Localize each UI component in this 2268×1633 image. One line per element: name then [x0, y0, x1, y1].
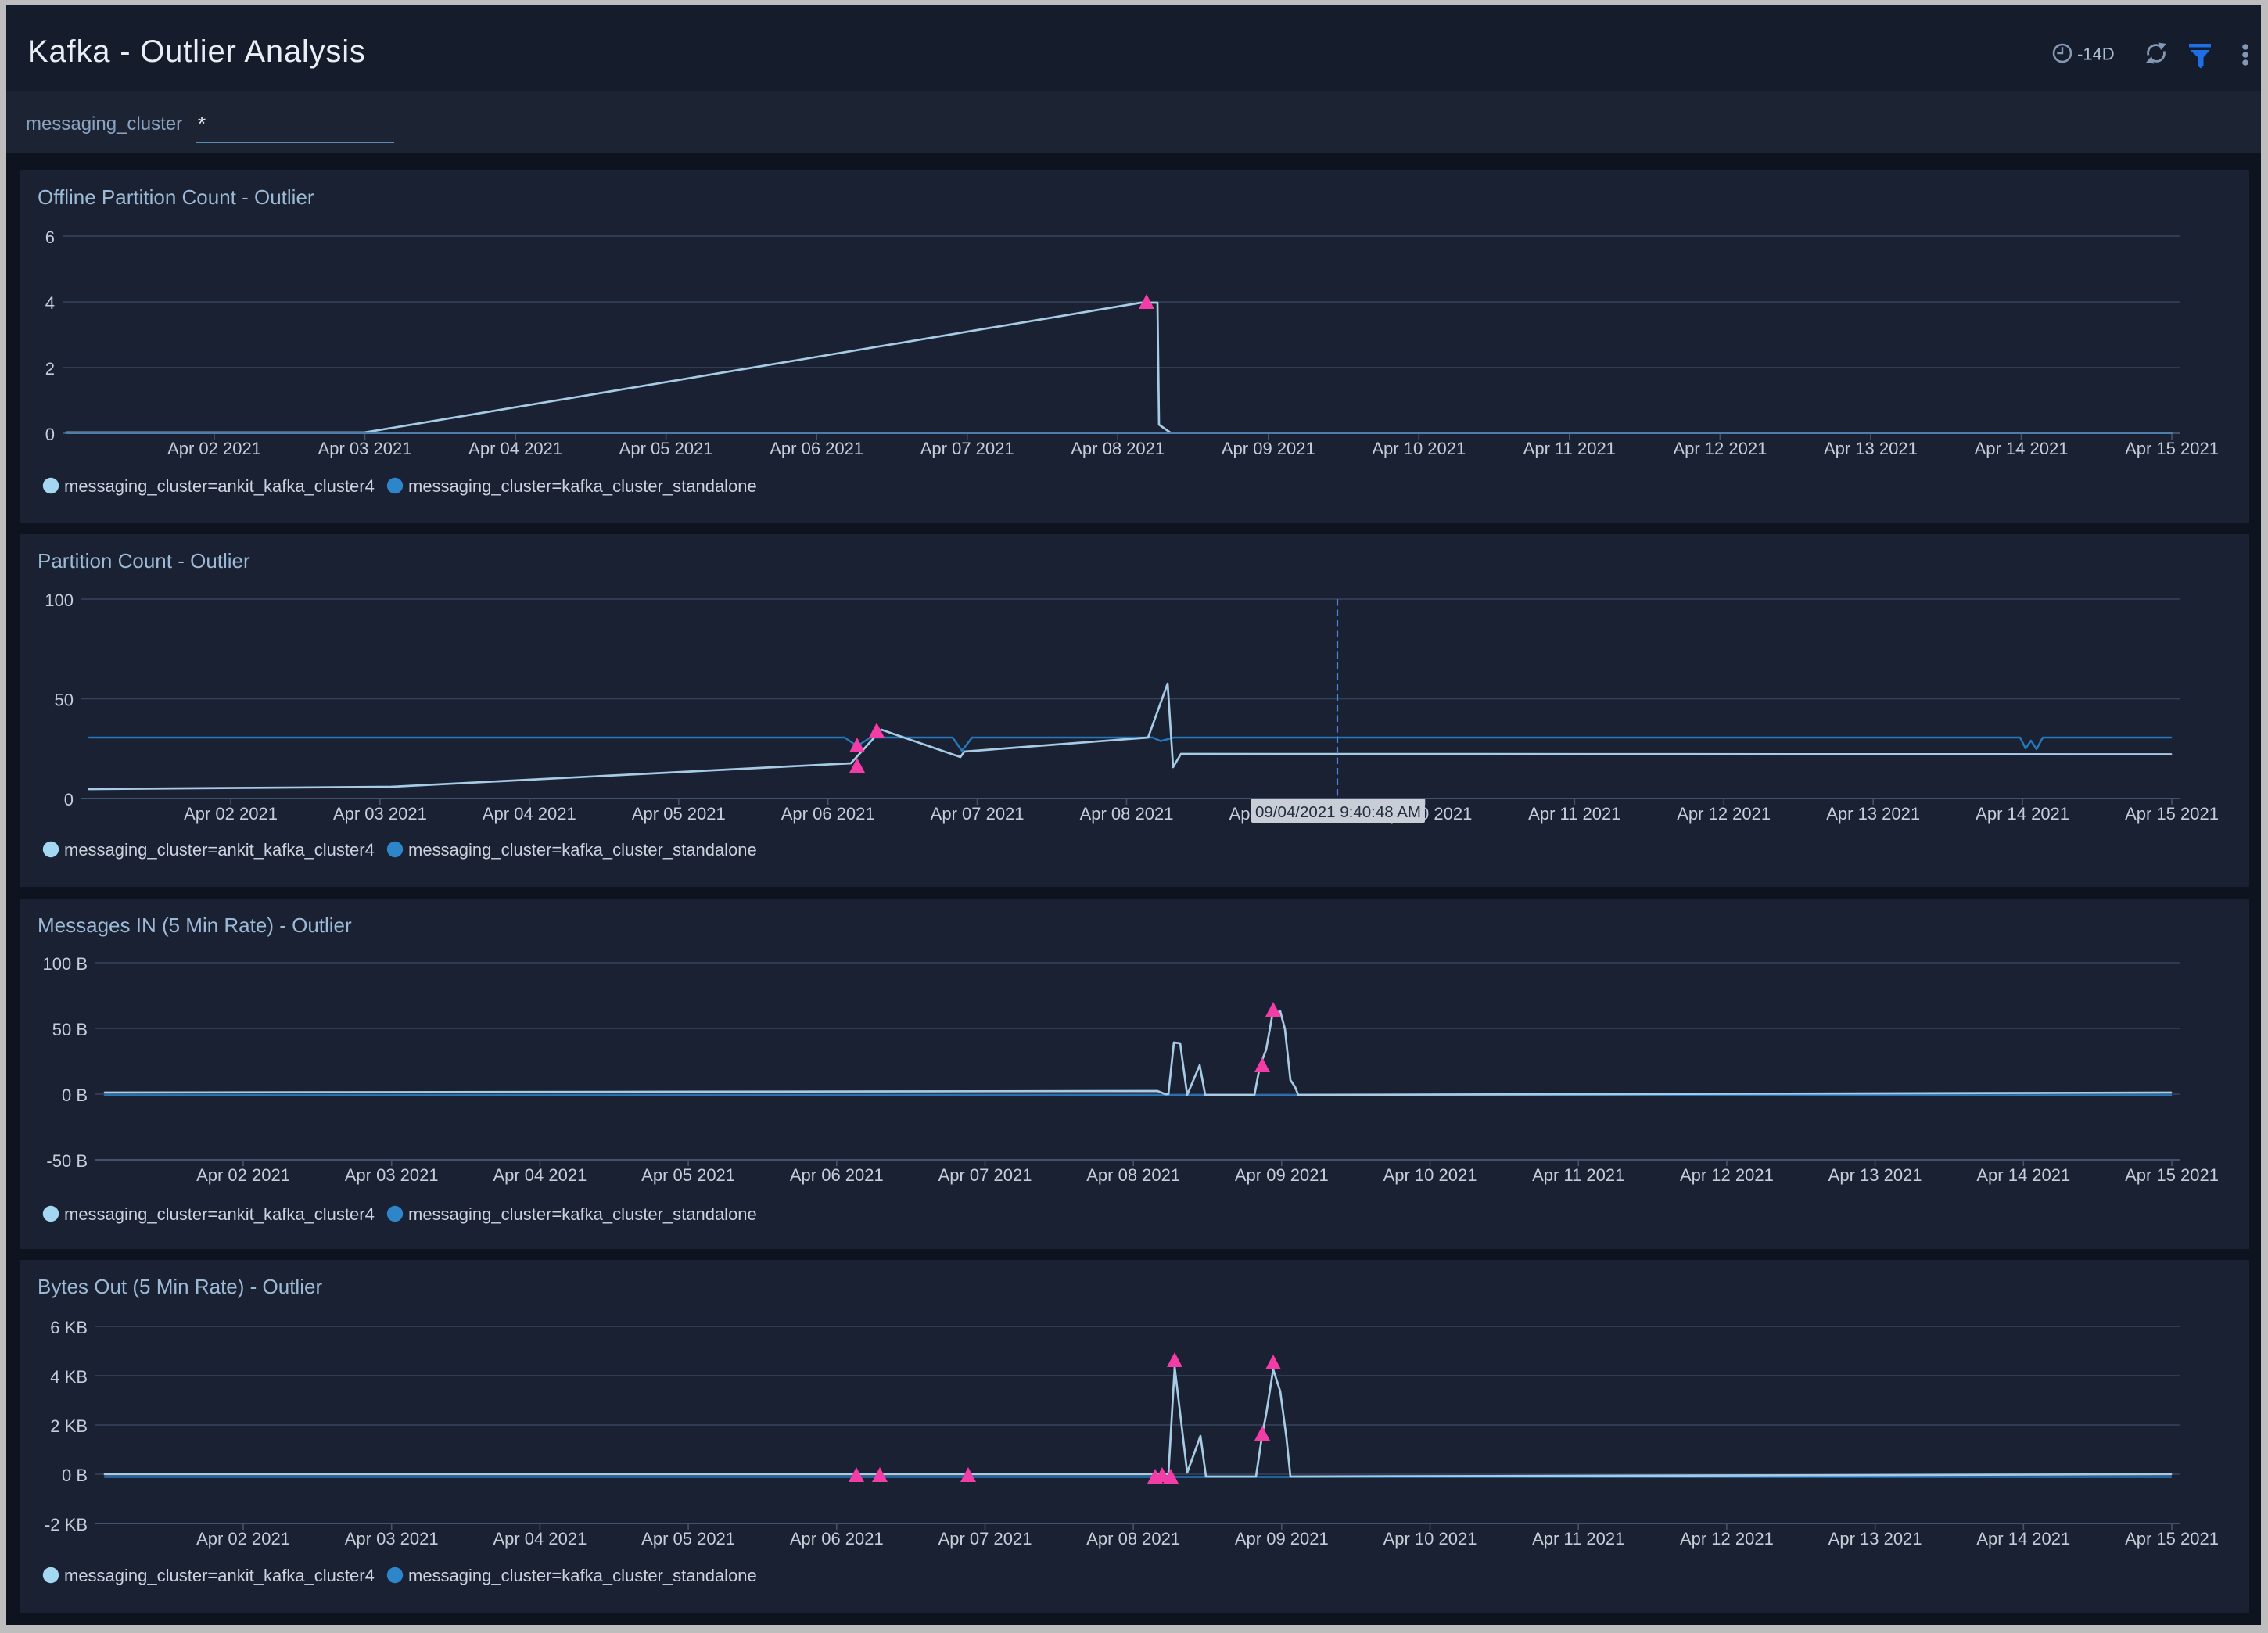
svg-text:Offline Partition Count - Outl: Offline Partition Count - Outlier	[38, 185, 314, 209]
svg-text:Apr 03 2021: Apr 03 2021	[333, 804, 427, 824]
svg-text:4 KB: 4 KB	[50, 1367, 88, 1387]
svg-text:Apr 09 2021: Apr 09 2021	[1235, 1165, 1329, 1185]
svg-text:Apr 12 2021: Apr 12 2021	[1677, 804, 1771, 824]
svg-text:Apr 15 2021: Apr 15 2021	[2125, 439, 2219, 458]
svg-text:Bytes Out (5 Min Rate) - Outli: Bytes Out (5 Min Rate) - Outlier	[38, 1275, 322, 1298]
svg-text:messaging_cluster=kafka_cluste: messaging_cluster=kafka_cluster_standalo…	[408, 840, 757, 860]
svg-text:2 KB: 2 KB	[50, 1416, 88, 1436]
svg-text:Apr 03 2021: Apr 03 2021	[318, 439, 412, 458]
svg-text:-50 B: -50 B	[46, 1151, 88, 1171]
svg-text:Apr 10 2021: Apr 10 2021	[1383, 1529, 1477, 1549]
svg-text:Apr 14 2021: Apr 14 2021	[1976, 1529, 2070, 1549]
svg-text:Apr 05 2021: Apr 05 2021	[619, 439, 713, 458]
svg-text:100 B: 100 B	[43, 954, 88, 974]
svg-text:-2 KB: -2 KB	[45, 1515, 88, 1534]
svg-text:Apr 05 2021: Apr 05 2021	[632, 804, 726, 824]
svg-text:messaging_cluster=kafka_cluste: messaging_cluster=kafka_cluster_standalo…	[408, 1204, 757, 1224]
svg-text:Apr 08 2021: Apr 08 2021	[1086, 1165, 1180, 1185]
svg-text:Apr 03 2021: Apr 03 2021	[345, 1165, 439, 1185]
svg-text:0: 0	[64, 790, 74, 809]
svg-text:messaging_cluster=ankit_kafka_: messaging_cluster=ankit_kafka_cluster4	[64, 840, 375, 860]
svg-text:Apr 12 2021: Apr 12 2021	[1680, 1165, 1774, 1185]
svg-text:6 KB: 6 KB	[50, 1318, 88, 1337]
svg-text:messaging_cluster=ankit_kafka_: messaging_cluster=ankit_kafka_cluster4	[64, 476, 375, 496]
svg-text:Apr 13 2021: Apr 13 2021	[1828, 1165, 1922, 1185]
svg-text:Apr 15 2021: Apr 15 2021	[2125, 1529, 2219, 1549]
svg-text:Apr 03 2021: Apr 03 2021	[345, 1529, 439, 1549]
svg-text:Apr 07 2021: Apr 07 2021	[938, 1165, 1032, 1185]
svg-text:Apr 13 2021: Apr 13 2021	[1826, 804, 1920, 824]
svg-text:Apr 07 2021: Apr 07 2021	[938, 1529, 1032, 1549]
svg-text:Apr 14 2021: Apr 14 2021	[1975, 439, 2069, 458]
svg-text:Apr 08 2021: Apr 08 2021	[1080, 804, 1174, 824]
svg-text:messaging_cluster=ankit_kafka_: messaging_cluster=ankit_kafka_cluster4	[64, 1566, 375, 1585]
svg-text:Apr 06 2021: Apr 06 2021	[781, 804, 875, 824]
svg-text:50: 50	[55, 691, 74, 710]
svg-text:Apr 02 2021: Apr 02 2021	[184, 804, 278, 824]
svg-text:Apr 04 2021: Apr 04 2021	[468, 439, 562, 458]
svg-text:Apr 04 2021: Apr 04 2021	[483, 804, 576, 824]
svg-text:Apr 12 2021: Apr 12 2021	[1680, 1529, 1774, 1549]
svg-text:Apr 07 2021: Apr 07 2021	[920, 439, 1014, 458]
svg-text:Apr 06 2021: Apr 06 2021	[790, 1529, 884, 1549]
svg-text:Apr 13 2021: Apr 13 2021	[1824, 439, 1918, 458]
svg-text:-14D: -14D	[2077, 45, 2115, 64]
svg-text:09/04/2021 9:40:48 AM: 09/04/2021 9:40:48 AM	[1255, 803, 1421, 821]
svg-text:0 B: 0 B	[62, 1086, 88, 1105]
svg-text:Apr 14 2021: Apr 14 2021	[1976, 804, 2069, 824]
svg-text:Apr 11 2021: Apr 11 2021	[1532, 1165, 1624, 1185]
svg-text:Apr 12 2021: Apr 12 2021	[1673, 439, 1767, 458]
svg-text:Apr 08 2021: Apr 08 2021	[1071, 439, 1165, 458]
svg-text:Apr 07 2021: Apr 07 2021	[931, 804, 1025, 824]
svg-text:Apr 02 2021: Apr 02 2021	[196, 1529, 290, 1549]
svg-text:Apr 05 2021: Apr 05 2021	[641, 1529, 735, 1549]
svg-text:Apr 10 2021: Apr 10 2021	[1372, 439, 1466, 458]
svg-text:Apr 09 2021: Apr 09 2021	[1235, 1529, 1329, 1549]
svg-text:Apr 02 2021: Apr 02 2021	[167, 439, 261, 458]
svg-text:Apr 04 2021: Apr 04 2021	[493, 1165, 587, 1185]
svg-text:Apr 15 2021: Apr 15 2021	[2125, 1165, 2219, 1185]
svg-text:Apr 06 2021: Apr 06 2021	[790, 1165, 884, 1185]
svg-text:messaging_cluster=kafka_cluste: messaging_cluster=kafka_cluster_standalo…	[408, 1566, 757, 1585]
svg-text:Apr 04 2021: Apr 04 2021	[493, 1529, 587, 1549]
svg-text:2: 2	[45, 359, 55, 379]
svg-text:0 B: 0 B	[62, 1466, 88, 1485]
svg-text:Apr 08 2021: Apr 08 2021	[1086, 1529, 1180, 1549]
svg-text:Partition Count - Outlier: Partition Count - Outlier	[38, 549, 250, 572]
svg-text:0: 0	[45, 425, 55, 444]
svg-text:50 B: 50 B	[52, 1020, 88, 1039]
svg-text:Apr 06 2021: Apr 06 2021	[770, 439, 863, 458]
svg-text:Apr 10 2021: Apr 10 2021	[1383, 1165, 1477, 1185]
svg-text:100: 100	[45, 590, 74, 610]
svg-text:Apr 11 2021: Apr 11 2021	[1532, 1529, 1624, 1549]
svg-text:Messages IN (5 Min Rate) - Out: Messages IN (5 Min Rate) - Outlier	[38, 913, 352, 937]
svg-text:6: 6	[45, 228, 55, 247]
svg-text:messaging_cluster=kafka_cluste: messaging_cluster=kafka_cluster_standalo…	[408, 476, 757, 496]
svg-text:Apr 02 2021: Apr 02 2021	[196, 1165, 290, 1185]
svg-text:Apr 11 2021: Apr 11 2021	[1523, 439, 1616, 458]
svg-text:Apr 09 2021: Apr 09 2021	[1222, 439, 1315, 458]
svg-text:messaging_cluster=ankit_kafka_: messaging_cluster=ankit_kafka_cluster4	[64, 1204, 375, 1224]
svg-text:4: 4	[45, 293, 55, 313]
svg-text:Apr 14 2021: Apr 14 2021	[1976, 1165, 2070, 1185]
svg-text:Apr 13 2021: Apr 13 2021	[1828, 1529, 1922, 1549]
svg-text:Apr 11 2021: Apr 11 2021	[1528, 804, 1620, 824]
svg-text:Apr 05 2021: Apr 05 2021	[641, 1165, 735, 1185]
svg-text:Apr 15 2021: Apr 15 2021	[2125, 804, 2219, 824]
